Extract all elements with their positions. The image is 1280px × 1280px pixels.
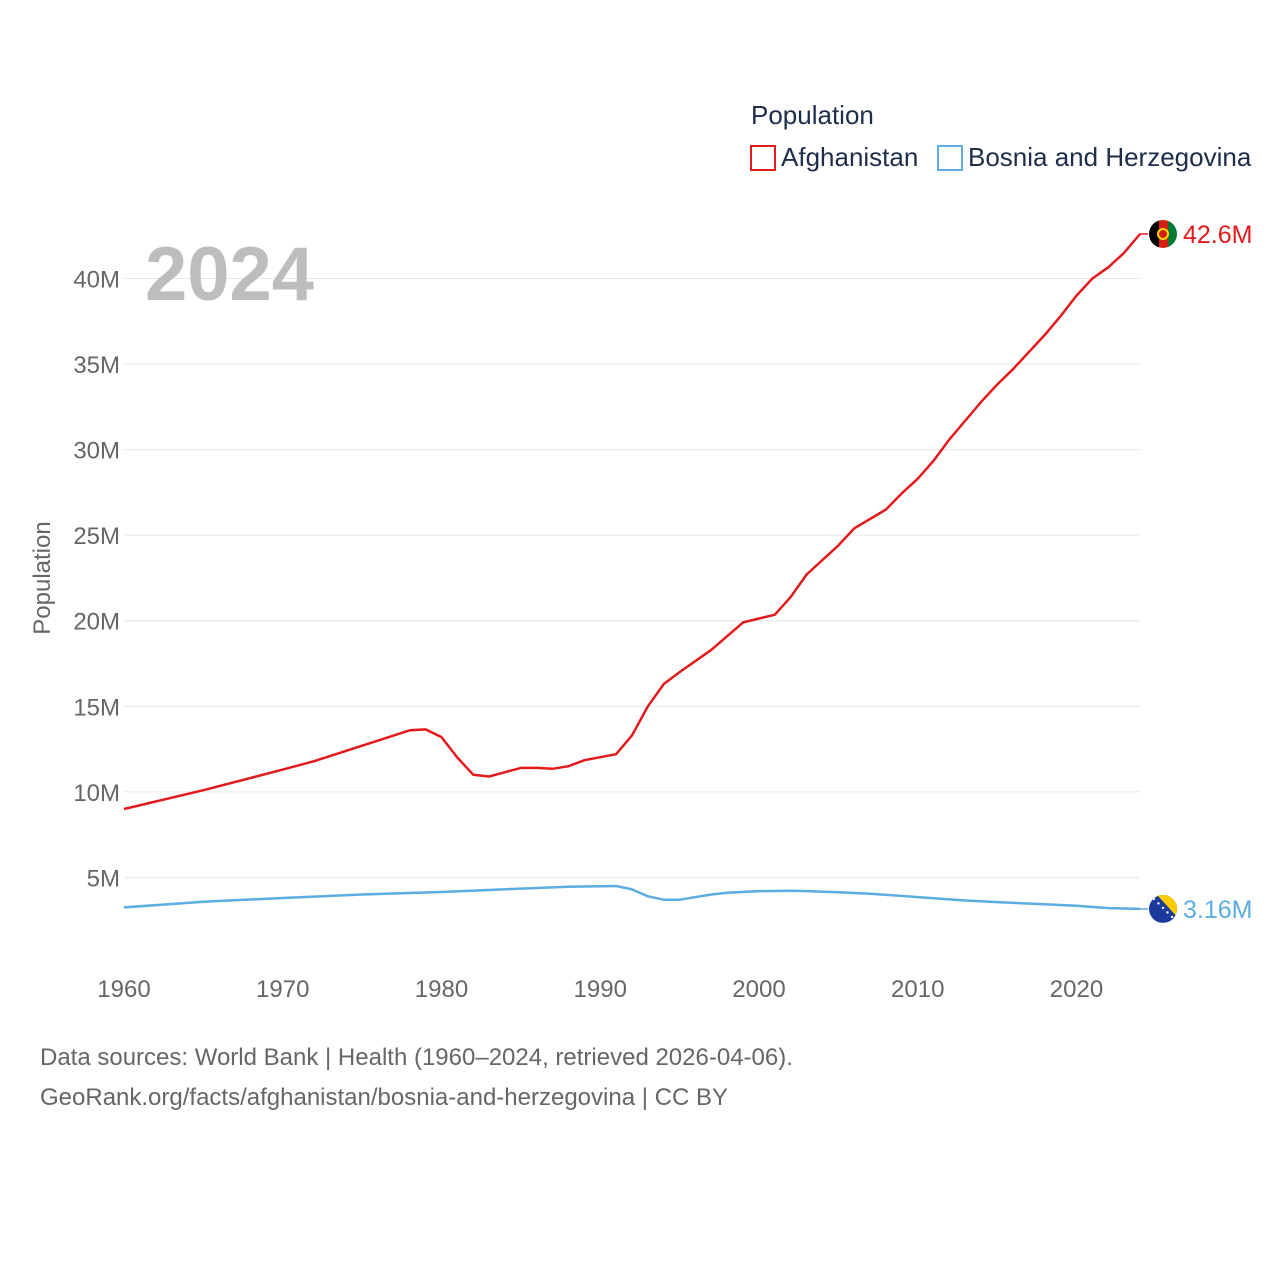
y-tick-label: 35M <box>73 352 120 379</box>
data-source-note: Data sources: World Bank | Health (1960–… <box>40 1044 793 1071</box>
series-line-bosnia-and-herzegovina[interactable] <box>123 884 1141 911</box>
series-end-markers: 42.6M 3.16M <box>1140 219 1252 924</box>
population-line-chart: 5M 10M 15M 20M 25M 30M 35M 40M 1960 1970 1980 1990… <box>29 100 1252 1003</box>
grid-lines <box>124 277 1140 878</box>
legend: Population Afghanistan Bosnia and Herzeg… <box>750 100 1252 172</box>
x-tick-label: 1970 <box>256 976 309 1003</box>
y-tick-label: 25M <box>73 523 120 550</box>
x-tick-label: 1990 <box>574 976 627 1003</box>
series-line-afghanistan[interactable] <box>123 233 1141 811</box>
y-axis-ticks: 5M 10M 15M 20M 25M 30M 35M 40M <box>73 266 120 892</box>
legend-label-bosnia-and-herzegovina[interactable]: Bosnia and Herzegovina <box>968 142 1252 172</box>
year-watermark: 2024 <box>145 232 314 317</box>
end-value-label: 42.6M <box>1183 221 1252 249</box>
end-value-label: 3.16M <box>1183 896 1252 924</box>
x-tick-label: 2010 <box>891 976 944 1003</box>
y-tick-label: 10M <box>73 780 120 807</box>
x-tick-label: 2000 <box>732 976 785 1003</box>
bosnia-flag-icon <box>1149 894 1177 923</box>
afghanistan-flag-icon <box>1149 219 1177 248</box>
legend-label-afghanistan[interactable]: Afghanistan <box>781 142 918 172</box>
legend-title: Population <box>751 100 874 130</box>
y-tick-label: 20M <box>73 609 120 636</box>
y-axis-label: Population <box>29 521 56 634</box>
x-axis-ticks: 1960 1970 1980 1990 2000 2010 2020 <box>97 976 1103 1003</box>
y-tick-label: 15M <box>73 694 120 721</box>
x-tick-label: 2020 <box>1050 976 1103 1003</box>
series-lines <box>123 233 1141 911</box>
x-tick-label: 1960 <box>97 976 150 1003</box>
x-tick-label: 1980 <box>415 976 468 1003</box>
legend-swatch-afghanistan[interactable] <box>750 145 776 171</box>
legend-swatch-bosnia-and-herzegovina[interactable] <box>937 145 963 171</box>
y-tick-label: 40M <box>73 266 120 293</box>
y-tick-label: 5M <box>87 865 120 892</box>
y-tick-label: 30M <box>73 438 120 465</box>
source-url[interactable]: GeoRank.org/facts/afghanistan/bosnia-and… <box>40 1084 728 1111</box>
